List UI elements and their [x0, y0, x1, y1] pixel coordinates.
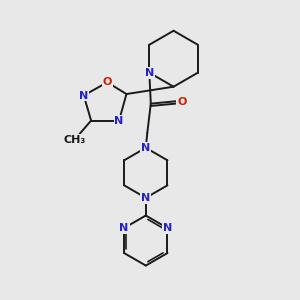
- Text: N: N: [119, 223, 129, 233]
- Text: N: N: [79, 91, 88, 100]
- Text: N: N: [141, 193, 150, 203]
- Text: N: N: [141, 143, 150, 153]
- Text: CH₃: CH₃: [64, 135, 86, 145]
- Text: N: N: [145, 68, 154, 78]
- Text: O: O: [103, 77, 112, 87]
- Text: N: N: [115, 116, 124, 126]
- Text: N: N: [163, 223, 172, 233]
- Text: O: O: [177, 98, 186, 107]
